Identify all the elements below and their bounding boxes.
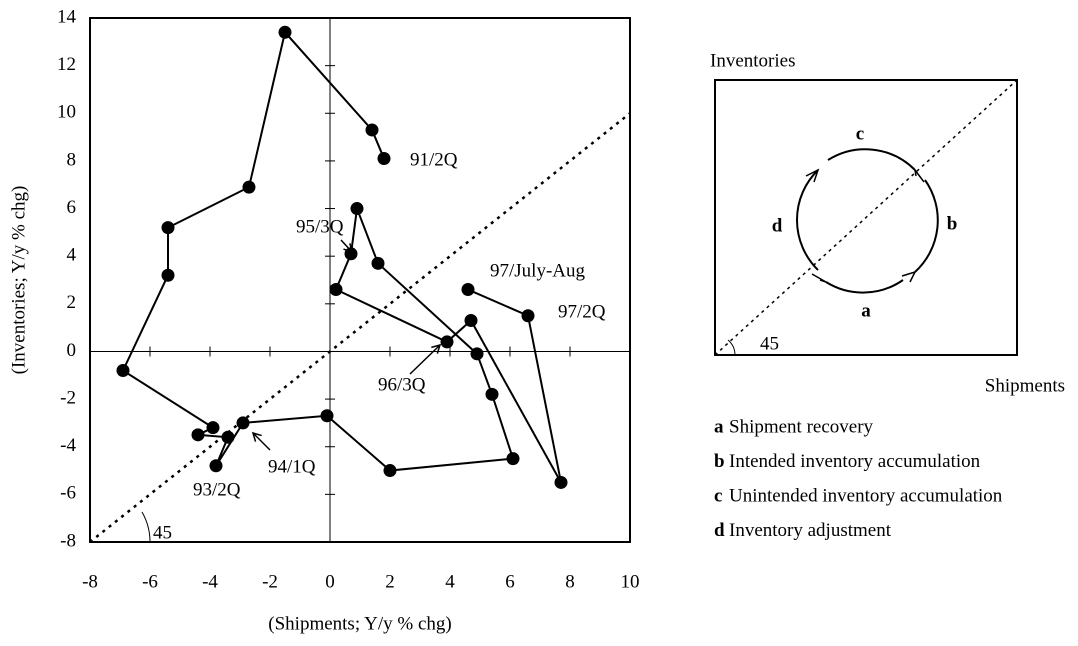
point bbox=[320, 409, 334, 423]
x-tick-label: 2 bbox=[385, 571, 395, 592]
plot-frame bbox=[89, 17, 631, 543]
point bbox=[350, 202, 364, 216]
point bbox=[506, 452, 520, 466]
point bbox=[464, 313, 478, 327]
point bbox=[365, 123, 379, 137]
x-tick-label: -8 bbox=[82, 571, 98, 592]
y-tick-label: 12 bbox=[57, 54, 76, 75]
arrow-head bbox=[251, 431, 262, 442]
y-tick-label: 0 bbox=[67, 340, 77, 361]
point bbox=[209, 459, 223, 473]
point bbox=[329, 283, 343, 297]
point bbox=[485, 387, 499, 401]
angle-arc bbox=[727, 339, 736, 356]
phase-label: c bbox=[856, 123, 864, 144]
diagram-x-label: Shipments bbox=[985, 375, 1065, 396]
arrow-head bbox=[343, 243, 354, 254]
legend-text: Unintended inventory accumulation bbox=[729, 485, 1003, 506]
x-tick-label: -4 bbox=[202, 571, 218, 592]
phase-label: d bbox=[772, 215, 783, 236]
annotation: 97/July-Aug bbox=[490, 260, 586, 281]
y-tick-label: 6 bbox=[67, 197, 77, 218]
angle-arc bbox=[141, 511, 151, 543]
y-tick-label: 10 bbox=[57, 102, 76, 123]
point bbox=[221, 430, 235, 444]
y-tick-label: -4 bbox=[60, 435, 76, 456]
cycle-arrow-head bbox=[811, 273, 827, 283]
arc-a bbox=[825, 279, 904, 294]
x-tick-label: 4 bbox=[445, 571, 455, 592]
arc-b bbox=[914, 179, 939, 273]
y-tick-label: -8 bbox=[60, 530, 76, 551]
point bbox=[242, 180, 256, 194]
annotation: 97/2Q bbox=[558, 301, 606, 322]
x-tick-label: 8 bbox=[565, 571, 575, 592]
point bbox=[470, 347, 484, 361]
annotation: 96/3Q bbox=[378, 374, 426, 395]
y-tick-label: 2 bbox=[67, 292, 77, 313]
x-tick-label: 6 bbox=[505, 571, 515, 592]
point bbox=[191, 428, 205, 442]
point bbox=[461, 283, 475, 297]
diagonal bbox=[89, 112, 631, 543]
point bbox=[377, 152, 391, 166]
x-tick-label: -6 bbox=[142, 571, 158, 592]
diagonal bbox=[714, 79, 1018, 356]
x-tick-label: 10 bbox=[621, 571, 640, 592]
point bbox=[440, 335, 454, 349]
point bbox=[521, 309, 535, 323]
cycle-arrow-head bbox=[914, 169, 925, 183]
point bbox=[206, 421, 220, 435]
y-tick-label: 4 bbox=[67, 245, 77, 266]
arrow-head bbox=[431, 343, 442, 354]
legend-text: Shipment recovery bbox=[729, 416, 874, 437]
annotation: 45 bbox=[153, 522, 172, 543]
cycle-arrow-head bbox=[901, 270, 917, 283]
point bbox=[236, 416, 250, 430]
line bbox=[121, 30, 562, 483]
phase-label: a bbox=[861, 300, 871, 321]
y-tick-label: 8 bbox=[67, 149, 77, 170]
point bbox=[116, 364, 130, 378]
point bbox=[278, 25, 292, 39]
legend-text: Intended inventory accumulation bbox=[729, 451, 981, 472]
diagram-frame bbox=[714, 79, 1018, 356]
arc-c bbox=[827, 148, 916, 171]
point bbox=[161, 268, 175, 282]
y-tick-label: 14 bbox=[57, 6, 77, 27]
phase-label: b bbox=[947, 213, 958, 234]
legend-key: d bbox=[714, 520, 725, 541]
annotation: 93/2Q bbox=[193, 479, 241, 500]
angle-label: 45 bbox=[760, 333, 779, 354]
cycle-arrow-head bbox=[805, 168, 820, 183]
annotation: 95/3Q bbox=[296, 216, 344, 237]
y-tick-label: -6 bbox=[60, 483, 76, 504]
y-axis-label: (Inventories; Y/y % chg) bbox=[8, 186, 29, 375]
arc-d bbox=[795, 169, 819, 271]
legend-key: a bbox=[714, 416, 724, 437]
x-tick-label: 0 bbox=[325, 571, 335, 592]
point bbox=[554, 475, 568, 489]
annotation: 94/1Q bbox=[268, 456, 316, 477]
annotation-arrow bbox=[252, 432, 271, 451]
x-axis-label: (Shipments; Y/y % chg) bbox=[268, 613, 451, 634]
point bbox=[383, 464, 397, 478]
legend-text: Inventory adjustment bbox=[729, 520, 892, 541]
annotation: 91/2Q bbox=[410, 149, 458, 170]
annotation-arrow bbox=[409, 344, 441, 375]
point bbox=[371, 256, 385, 270]
annotation-arrow bbox=[340, 239, 353, 253]
diagram-y-label: Inventories bbox=[710, 50, 795, 71]
legend-key: c bbox=[714, 485, 722, 506]
legend-key: b bbox=[714, 451, 725, 472]
point bbox=[161, 221, 175, 235]
y-tick-label: -2 bbox=[60, 387, 76, 408]
x-tick-label: -2 bbox=[262, 571, 278, 592]
diagram: Inventories Shipments 45 a b c d bbox=[710, 50, 1065, 396]
